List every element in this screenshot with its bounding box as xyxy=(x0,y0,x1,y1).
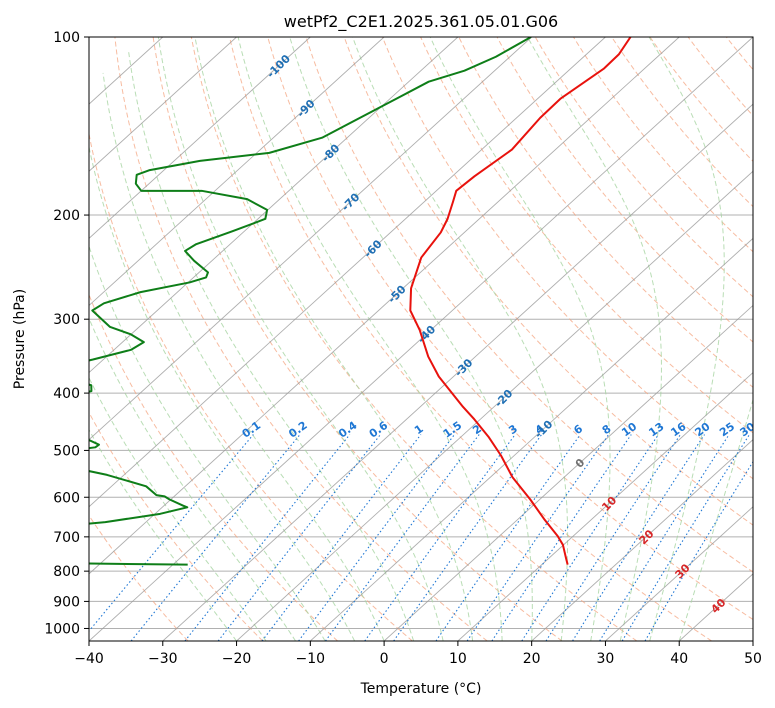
x-axis-label: Temperature (°C) xyxy=(360,681,482,697)
moist-adiabat-line xyxy=(102,72,385,641)
isotherm-grid xyxy=(89,37,753,641)
x-tick-label: −40 xyxy=(74,651,104,667)
dry-adiabat-line xyxy=(649,37,753,162)
moist-adiabat-line xyxy=(127,49,415,641)
isotherm-line xyxy=(457,371,753,641)
mixing-ratio-line xyxy=(261,434,422,641)
temperature-profile-line xyxy=(409,37,632,565)
y-tick-label: 700 xyxy=(53,530,80,546)
moist-adiabat-line xyxy=(89,244,326,641)
moist-adiabat-line xyxy=(157,37,444,641)
moist-adiabat-line xyxy=(89,144,356,641)
profile-series xyxy=(89,37,632,566)
x-tick-label: 10 xyxy=(449,651,467,667)
isotherm-line xyxy=(89,37,680,575)
dry-adiabat-line xyxy=(343,37,753,526)
y-tick-label: 200 xyxy=(53,208,80,224)
dry-adiabat-line xyxy=(229,37,712,641)
y-axis-label: Pressure (hPa) xyxy=(12,289,28,389)
x-tick-label: 40 xyxy=(670,651,688,667)
y-tick-label: 1000 xyxy=(44,621,80,637)
mixing-ratio-line xyxy=(364,434,516,641)
x-tick-label: −20 xyxy=(222,651,252,667)
x-tick-label: 50 xyxy=(744,651,762,667)
mixing-ratio-line xyxy=(130,434,301,641)
isotherm-line xyxy=(236,170,753,641)
mixing-ratio-line xyxy=(298,434,455,641)
x-tick-label: 20 xyxy=(523,651,541,667)
isotherm-line xyxy=(605,506,753,641)
isotherm-line xyxy=(89,37,532,441)
isotherm-line xyxy=(162,103,753,641)
moist-adiabats xyxy=(89,37,753,641)
dry-adiabat-line xyxy=(305,37,753,573)
chart-title: wetPf2_C2E1.2025.361.05.01.G06 xyxy=(284,12,558,32)
moist-adiabat-line xyxy=(194,37,474,641)
y-tick-label: 800 xyxy=(53,564,80,580)
moist-adiabat-line xyxy=(527,37,662,641)
mixing-ratio-line xyxy=(621,434,750,641)
dewpoint-profile-line xyxy=(89,37,532,566)
mixing-ratio-line xyxy=(572,434,705,641)
mixing-ratio-line xyxy=(466,434,610,641)
dry-adiabat-line xyxy=(458,37,753,388)
mixing-ratio-line xyxy=(545,434,681,641)
moist-adiabat-line xyxy=(648,37,725,641)
isotherm-line xyxy=(89,37,459,374)
mixing-ratio-line xyxy=(521,434,659,641)
isotherm-line xyxy=(89,37,385,307)
y-tick-label: 500 xyxy=(53,443,80,459)
dry-adiabat-line xyxy=(381,37,753,480)
mixing-ratio-line xyxy=(599,434,730,641)
x-tick-label: −10 xyxy=(296,651,326,667)
moist-adiabat-line xyxy=(678,398,753,641)
moist-adiabat-line xyxy=(89,428,237,641)
isotherm-line xyxy=(89,37,753,641)
dry-adiabat-line xyxy=(190,37,638,641)
dry-adiabat-line xyxy=(89,293,338,641)
isotherm-line xyxy=(383,304,753,641)
x-axis-ticks: −40 −30 −20 −10 0 10 20 30 40 50 xyxy=(74,641,762,667)
moist-adiabat-line xyxy=(89,317,297,641)
isotherm-line xyxy=(310,237,753,641)
y-tick-label: 900 xyxy=(53,594,80,610)
isotherm-line xyxy=(89,37,606,508)
mixing-ratio-lines xyxy=(89,434,753,641)
moist-adiabat-line xyxy=(429,37,611,641)
y-tick-label: 300 xyxy=(53,312,80,328)
isobar-grid xyxy=(89,37,753,629)
dry-adiabat-line xyxy=(89,131,413,641)
dry-adiabat-line xyxy=(114,37,488,641)
dry-adiabat-line xyxy=(534,37,753,298)
y-tick-label: 400 xyxy=(53,386,80,402)
dry-adiabat-line xyxy=(611,37,753,208)
x-tick-label: 0 xyxy=(380,651,389,667)
dry-adiabat-line xyxy=(89,514,189,641)
mixing-ratio-line xyxy=(89,434,254,632)
x-tick-label: −30 xyxy=(148,651,178,667)
isotherm-line xyxy=(89,37,311,239)
mixing-ratio-line xyxy=(644,460,753,641)
moist-adiabat-line xyxy=(352,37,569,641)
x-tick-label: 30 xyxy=(597,651,615,667)
dry-adiabat-line xyxy=(496,37,753,343)
y-tick-label: 100 xyxy=(53,30,80,46)
y-axis-ticks: 100 200 300 400 500 600 700 800 900 1000 xyxy=(44,30,89,637)
mixing-ratio-line xyxy=(324,434,480,641)
plot-frame xyxy=(88,36,754,642)
isotherm-line xyxy=(89,37,237,172)
mixing-ratio-line xyxy=(491,434,632,641)
mixing-ratio-line xyxy=(435,434,581,641)
dry-adiabat-line xyxy=(267,37,753,621)
isotherm-line xyxy=(531,439,753,641)
y-tick-label: 600 xyxy=(53,490,80,506)
moist-adiabat-line xyxy=(237,37,503,641)
moist-adiabat-line xyxy=(89,376,267,641)
